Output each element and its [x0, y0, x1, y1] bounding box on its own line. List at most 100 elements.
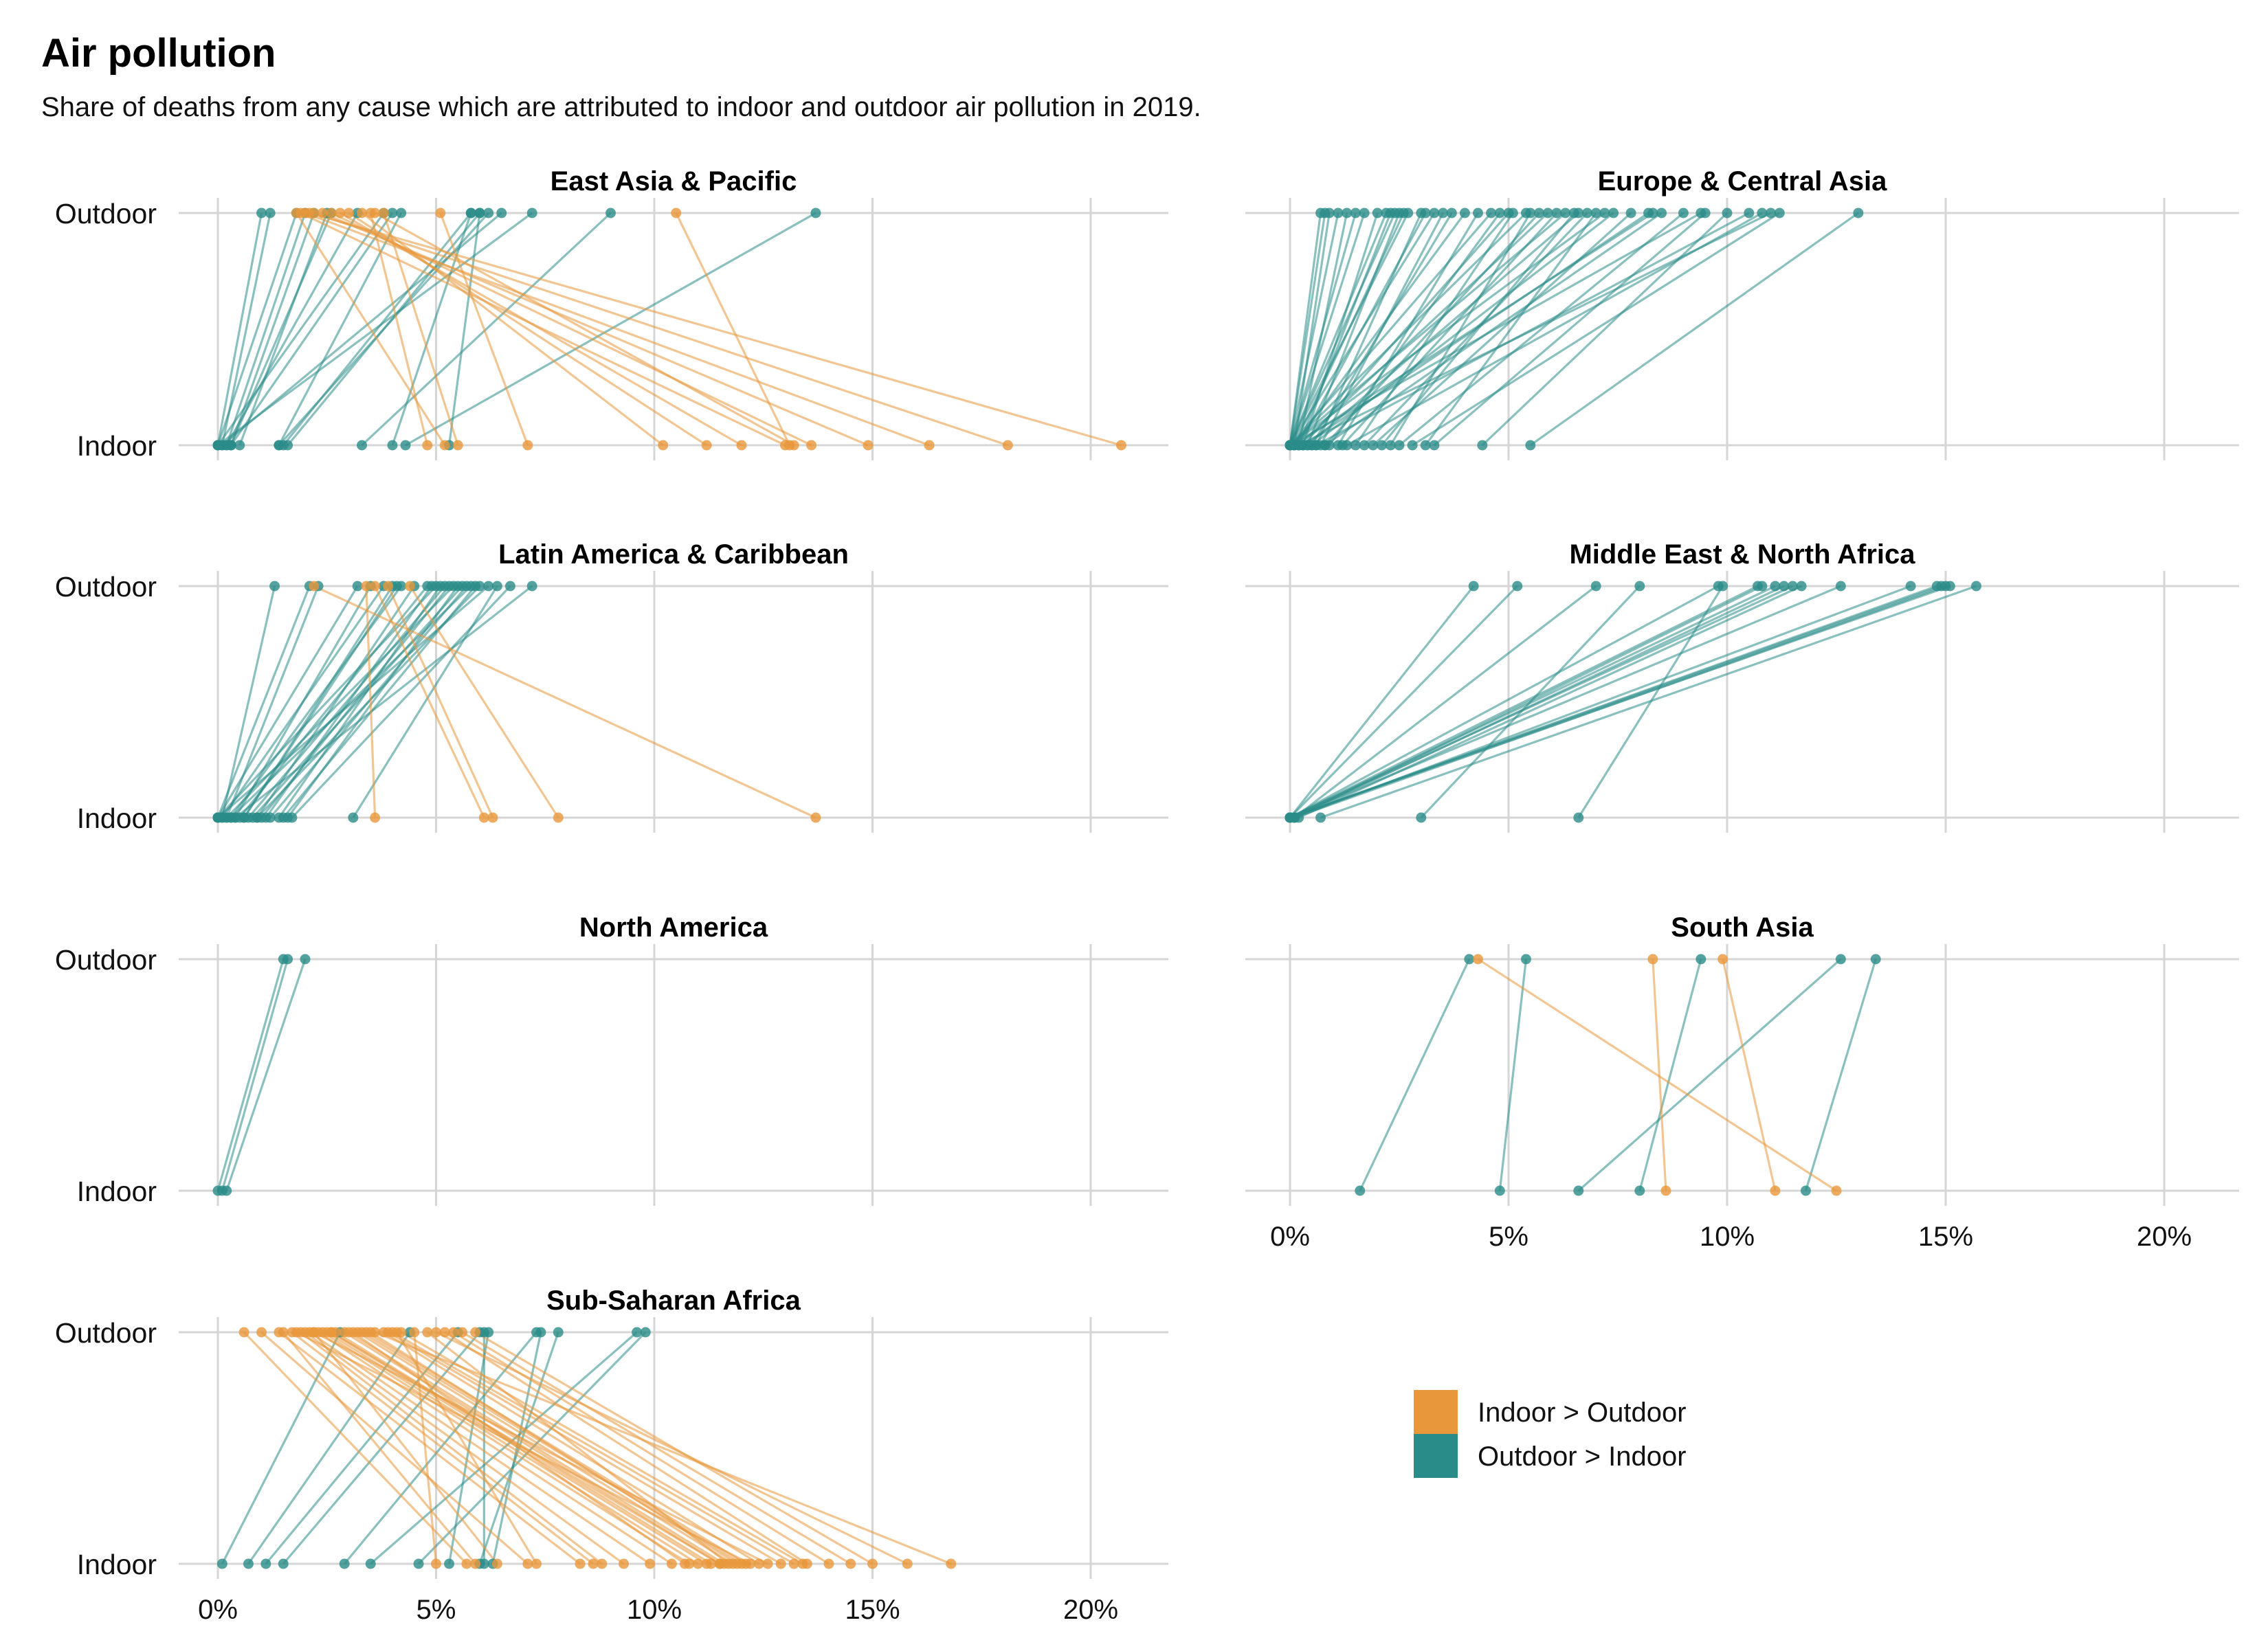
slope-line-sub-saharan-africa-25 [348, 1331, 725, 1565]
point-indoor-sub-saharan-africa-38 [946, 1558, 957, 1569]
x-tick-label-sub-saharan-africa-1: 5% [416, 1595, 456, 1625]
slope-line-east-asia-pacific-33 [675, 212, 791, 446]
point-indoor-south-asia-5 [1831, 1185, 1842, 1196]
point-outdoor-east-asia-pacific-0 [256, 207, 267, 218]
slope-line-latin-america-caribbean-5 [221, 585, 385, 818]
point-indoor-europe-central-asia-37 [1320, 440, 1331, 451]
point-indoor-sub-saharan-africa-34 [823, 1558, 834, 1569]
point-outdoor-europe-central-asia-33 [1599, 207, 1610, 218]
x-tick-label-south-asia-2: 10% [1700, 1222, 1755, 1252]
point-outdoor-east-asia-pacific-15 [465, 207, 476, 218]
slope-line-latin-america-caribbean-27 [365, 585, 377, 818]
point-outdoor-east-asia-pacific-33 [671, 207, 682, 218]
slope-line-sub-saharan-africa-10 [491, 1332, 542, 1564]
slope-line-latin-america-caribbean-16 [252, 585, 463, 819]
point-indoor-east-asia-pacific-22 [924, 440, 935, 451]
point-outdoor-latin-america-caribbean-27 [361, 581, 372, 592]
slope-line-middle-east-north-africa-4 [1289, 585, 1720, 819]
slope-line-south-asia-5 [1477, 958, 1837, 1192]
point-indoor-east-asia-pacific-28 [701, 440, 712, 451]
point-outdoor-europe-central-asia-49 [1446, 207, 1457, 218]
slope-line-europe-central-asia-3 [1289, 212, 1339, 446]
slope-line-sub-saharan-africa-45 [395, 1332, 537, 1564]
point-indoor-sub-saharan-africa-23 [706, 1558, 717, 1569]
point-outdoor-east-asia-pacific-12 [605, 207, 616, 218]
slope-line-europe-central-asia-45 [1412, 212, 1781, 447]
point-indoor-sub-saharan-africa-0 [216, 1558, 227, 1569]
point-outdoor-latin-america-caribbean-28 [370, 581, 381, 592]
point-indoor-east-asia-pacific-20 [439, 440, 450, 451]
point-outdoor-east-asia-pacific-34 [365, 207, 376, 218]
slope-line-east-asia-pacific-15 [391, 212, 472, 446]
slope-line-latin-america-caribbean-24 [234, 585, 533, 819]
y-label-outdoor: Outdoor [55, 198, 157, 229]
x-tick-label-sub-saharan-africa-4: 20% [1063, 1595, 1118, 1625]
point-indoor-sub-saharan-africa-40 [745, 1558, 756, 1569]
slope-line-latin-america-caribbean-21 [216, 585, 489, 819]
slope-line-europe-central-asia-38 [1398, 212, 1685, 447]
slope-line-sub-saharan-africa-5 [370, 1331, 638, 1565]
y-label-indoor: Indoor [77, 803, 157, 834]
slope-line-europe-central-asia-46 [1529, 212, 1859, 447]
point-outdoor-latin-america-caribbean-0 [269, 581, 280, 592]
slope-line-middle-east-north-africa-1 [1289, 585, 1518, 819]
point-indoor-east-asia-pacific-15 [387, 440, 398, 451]
point-indoor-sub-saharan-africa-39 [762, 1558, 773, 1569]
point-indoor-sub-saharan-africa-11 [431, 1558, 441, 1569]
point-outdoor-europe-central-asia-16 [1429, 207, 1440, 218]
slope-line-south-asia-2 [1638, 958, 1702, 1191]
legend-label-indoor-greater: Indoor > Outdoor [1478, 1398, 1687, 1428]
x-tick-label-sub-saharan-africa-3: 15% [845, 1595, 900, 1625]
slope-line-latin-america-caribbean-14 [225, 585, 455, 819]
point-indoor-east-asia-pacific-23 [1115, 440, 1126, 451]
point-indoor-sub-saharan-africa-9 [478, 1558, 489, 1569]
point-indoor-latin-america-caribbean-24 [230, 812, 241, 823]
slope-line-east-asia-pacific-31 [382, 212, 459, 446]
slope-line-latin-america-caribbean-18 [230, 585, 472, 819]
x-tick-label-south-asia-3: 15% [1918, 1222, 1973, 1252]
slope-line-latin-america-caribbean-12 [278, 585, 442, 818]
point-outdoor-europe-central-asia-32 [1590, 207, 1601, 218]
slope-line-middle-east-north-africa-8 [1289, 585, 1776, 819]
legend-swatch-indoor-greater [1414, 1390, 1458, 1434]
point-outdoor-middle-east-north-africa-2 [1590, 581, 1601, 592]
point-outdoor-south-asia-7 [1717, 954, 1728, 965]
point-outdoor-south-asia-1 [1520, 954, 1531, 965]
point-indoor-europe-central-asia-41 [1477, 440, 1488, 451]
slope-line-latin-america-caribbean-7 [230, 585, 402, 818]
point-indoor-east-asia-pacific-12 [357, 440, 368, 451]
slope-line-europe-central-asia-6 [1289, 212, 1366, 446]
point-indoor-sub-saharan-africa-36 [867, 1558, 878, 1569]
point-outdoor-sub-saharan-africa-6 [640, 1327, 651, 1338]
point-outdoor-latin-america-caribbean-3 [352, 581, 363, 592]
point-outdoor-europe-central-asia-45 [1774, 207, 1785, 218]
point-outdoor-east-asia-pacific-31 [378, 207, 389, 218]
point-outdoor-europe-central-asia-6 [1359, 207, 1370, 218]
point-outdoor-sub-saharan-africa-5 [632, 1327, 643, 1338]
slope-line-latin-america-caribbean-1 [216, 585, 311, 818]
slope-line-middle-east-north-africa-2 [1293, 585, 1597, 819]
point-outdoor-sub-saharan-africa-12 [238, 1327, 249, 1338]
point-outdoor-south-asia-4 [1870, 954, 1881, 965]
point-indoor-sub-saharan-africa-41 [732, 1558, 743, 1569]
point-outdoor-sub-saharan-africa-13 [256, 1327, 267, 1338]
slope-line-east-asia-pacific-0 [216, 212, 263, 446]
point-outdoor-middle-east-north-africa-10 [1787, 581, 1798, 592]
point-outdoor-east-asia-pacific-9 [483, 207, 494, 218]
point-indoor-sub-saharan-africa-13 [522, 1558, 533, 1569]
point-indoor-sub-saharan-africa-19 [666, 1558, 677, 1569]
point-outdoor-europe-central-asia-26 [1542, 207, 1553, 218]
slope-line-europe-central-asia-8 [1289, 212, 1388, 446]
slope-line-sub-saharan-africa-38 [375, 1331, 952, 1565]
slope-line-south-asia-7 [1722, 958, 1777, 1191]
slope-line-east-asia-pacific-34 [369, 212, 429, 446]
point-indoor-east-asia-pacific-18 [212, 440, 223, 451]
point-indoor-south-asia-4 [1800, 1185, 1811, 1196]
slope-line-sub-saharan-africa-44 [352, 1331, 686, 1565]
point-outdoor-latin-america-caribbean-22 [491, 581, 502, 592]
point-outdoor-sub-saharan-africa-34 [448, 1327, 459, 1338]
point-indoor-latin-america-caribbean-28 [478, 812, 489, 823]
point-outdoor-middle-east-north-africa-5 [1717, 581, 1728, 592]
x-tick-label-sub-saharan-africa-0: 0% [198, 1595, 238, 1625]
